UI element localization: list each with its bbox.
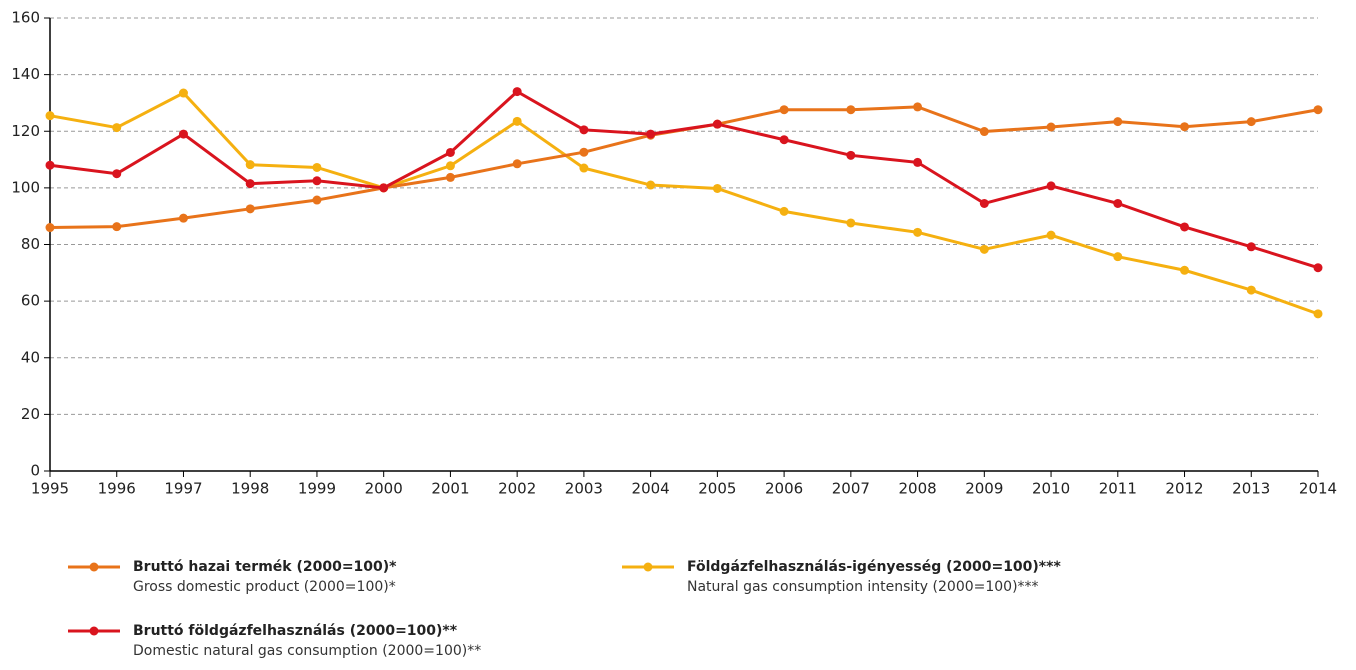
legend-marker xyxy=(89,562,99,572)
data-point xyxy=(913,157,923,167)
data-point xyxy=(712,119,722,129)
x-tick-label: 2002 xyxy=(498,480,536,498)
data-point xyxy=(178,129,188,139)
data-point xyxy=(1313,263,1323,273)
y-tick-label: 160 xyxy=(11,9,40,27)
data-point xyxy=(779,135,789,145)
data-point xyxy=(846,105,856,115)
x-tick-label: 1998 xyxy=(231,480,269,498)
data-point xyxy=(1046,122,1056,132)
data-point xyxy=(579,147,589,157)
x-tick-label: 1999 xyxy=(298,480,336,498)
x-tick-label: 2010 xyxy=(1032,480,1070,498)
data-point xyxy=(579,163,589,173)
data-point xyxy=(45,223,55,233)
legend-label: Bruttó hazai termék (2000=100)* xyxy=(133,559,397,575)
data-point xyxy=(712,183,722,193)
x-tick-label: 2007 xyxy=(832,480,870,498)
data-point xyxy=(112,123,122,133)
data-point xyxy=(1180,122,1190,132)
data-point xyxy=(178,88,188,98)
x-tick-label: 2004 xyxy=(632,480,670,498)
x-tick-label: 1997 xyxy=(164,480,202,498)
x-tick-label: 1996 xyxy=(98,480,136,498)
x-tick-label: 2014 xyxy=(1299,480,1337,498)
data-point xyxy=(178,213,188,223)
data-point xyxy=(913,227,923,237)
data-point xyxy=(312,162,322,172)
data-point xyxy=(112,222,122,232)
data-point xyxy=(1246,285,1256,295)
legend-marker xyxy=(89,626,99,636)
x-tick-label: 2009 xyxy=(965,480,1003,498)
data-point xyxy=(445,147,455,157)
data-point xyxy=(245,204,255,214)
y-tick-label: 80 xyxy=(21,235,40,253)
data-point xyxy=(312,195,322,205)
data-point xyxy=(1113,117,1123,127)
data-point xyxy=(512,87,522,97)
data-point xyxy=(1046,230,1056,240)
x-tick-label: 2013 xyxy=(1232,480,1270,498)
data-point xyxy=(979,198,989,208)
y-tick-label: 20 xyxy=(21,405,40,423)
data-point xyxy=(245,179,255,189)
data-point xyxy=(913,102,923,112)
x-tick-label: 2001 xyxy=(431,480,469,498)
y-tick-label: 100 xyxy=(11,178,40,196)
legend-marker xyxy=(643,562,653,572)
series-line xyxy=(49,89,1319,270)
x-tick-label: 2011 xyxy=(1099,480,1137,498)
data-point xyxy=(445,161,455,171)
x-tick-label: 1995 xyxy=(31,480,69,498)
data-point xyxy=(846,150,856,160)
data-point xyxy=(379,183,389,193)
series-line xyxy=(49,91,1319,316)
y-tick-label: 140 xyxy=(11,65,40,83)
x-tick-label: 2000 xyxy=(365,480,403,498)
data-point xyxy=(45,160,55,170)
data-point xyxy=(45,111,55,121)
x-tick-label: 2005 xyxy=(698,480,736,498)
x-tick-label: 2003 xyxy=(565,480,603,498)
data-point xyxy=(512,159,522,169)
data-point xyxy=(1313,309,1323,319)
y-tick-label: 120 xyxy=(11,122,40,140)
legend-sublabel: Domestic natural gas consumption (2000=1… xyxy=(133,643,481,659)
data-point xyxy=(1180,265,1190,275)
data-point xyxy=(1246,117,1256,127)
x-tick-label: 2006 xyxy=(765,480,803,498)
data-point xyxy=(579,125,589,135)
x-tick-label: 2008 xyxy=(898,480,936,498)
y-tick-label: 60 xyxy=(21,292,40,310)
data-point xyxy=(846,218,856,228)
y-tick-label: 40 xyxy=(21,348,40,366)
data-point xyxy=(1046,181,1056,191)
x-tick-label: 2012 xyxy=(1165,480,1203,498)
data-point xyxy=(112,169,122,179)
data-point xyxy=(1313,105,1323,115)
data-point xyxy=(445,172,455,182)
data-point xyxy=(1113,252,1123,262)
series-line xyxy=(49,105,1319,230)
data-point xyxy=(779,206,789,216)
legend-label: Bruttó földgázfelhasználás (2000=100)** xyxy=(133,623,458,639)
data-point xyxy=(779,105,789,115)
legend-sublabel: Gross domestic product (2000=100)* xyxy=(133,579,396,595)
y-tick-label: 0 xyxy=(30,462,40,480)
data-point xyxy=(979,244,989,254)
data-point xyxy=(1246,242,1256,252)
data-point xyxy=(312,176,322,186)
data-point xyxy=(646,129,656,139)
data-point xyxy=(646,180,656,190)
data-point xyxy=(245,160,255,170)
data-point xyxy=(1180,222,1190,232)
legend-label: Földgázfelhasználás-igényesség (2000=100… xyxy=(687,559,1061,575)
data-point xyxy=(979,127,989,137)
data-point xyxy=(1113,198,1123,208)
legend-sublabel: Natural gas consumption intensity (2000=… xyxy=(687,579,1039,595)
data-point xyxy=(512,116,522,126)
